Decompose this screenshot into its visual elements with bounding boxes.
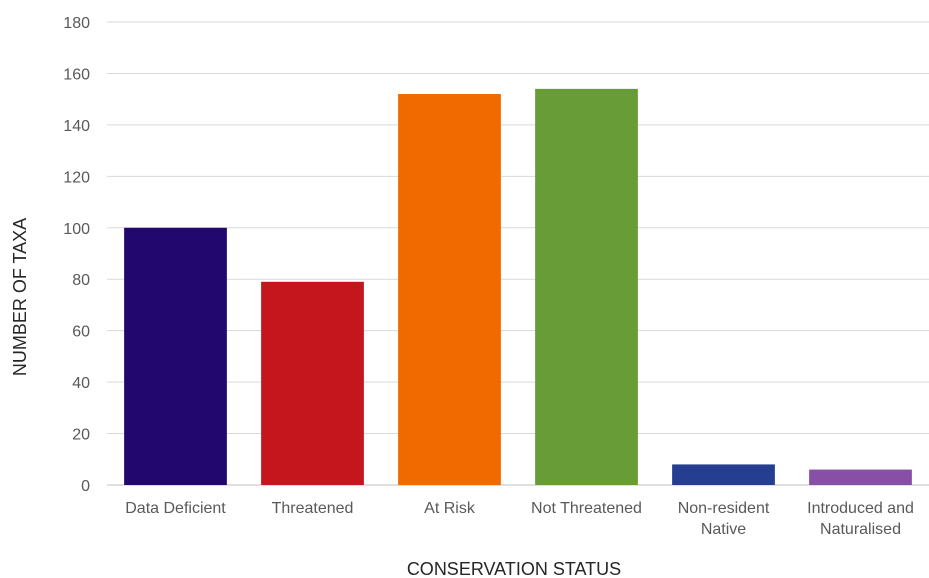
y-tick-label: 20: [72, 427, 90, 444]
y-axis-title: NUMBER OF TAXA: [10, 218, 30, 376]
x-tick-label: Threatened: [272, 500, 354, 517]
bar: [124, 227, 227, 485]
y-tick-label: 180: [63, 15, 90, 32]
x-tick-label: At Risk: [424, 500, 476, 517]
bar: [672, 464, 775, 485]
x-tick-label-line: Data Deficient: [125, 500, 226, 517]
x-tick-label: Data Deficient: [125, 500, 226, 517]
y-tick-label: 60: [72, 324, 90, 341]
x-tick-label-line: Not Threatened: [531, 500, 642, 517]
x-tick-label-line: Introduced and: [807, 500, 914, 517]
x-tick-label-line: At Risk: [424, 500, 476, 517]
y-tick-label: 100: [63, 221, 90, 238]
y-tick-label: 140: [63, 118, 90, 135]
y-tick-label: 40: [72, 375, 90, 392]
x-axis-ticks: Data Deficient Threatened At Risk Not Threa…: [125, 500, 914, 538]
x-axis-title: CONSERVATION STATUS: [407, 559, 621, 578]
x-tick-label-line: Non-resident: [678, 500, 770, 517]
y-tick-label: 0: [81, 478, 90, 495]
y-tick-label: 80: [72, 272, 90, 289]
y-axis-ticks: 0 20 40 60 80 100 120 140 160 180: [63, 15, 90, 495]
x-tick-label-line: Native: [701, 521, 746, 538]
bar: [809, 469, 912, 485]
x-tick-label: Not Threatened: [531, 500, 642, 517]
bar: [535, 88, 638, 485]
x-tick-label-line: Threatened: [272, 500, 354, 517]
bar: [261, 281, 364, 485]
bar: [398, 94, 501, 486]
gridlines: [107, 21, 929, 486]
y-tick-label: 120: [63, 169, 90, 186]
x-tick-label: Non-resident Native: [678, 500, 770, 538]
x-tick-label-line: Naturalised: [820, 521, 901, 538]
x-tick-label: Introduced and Naturalised: [807, 500, 914, 538]
bars: [124, 88, 912, 486]
y-tick-label: 160: [63, 66, 90, 83]
